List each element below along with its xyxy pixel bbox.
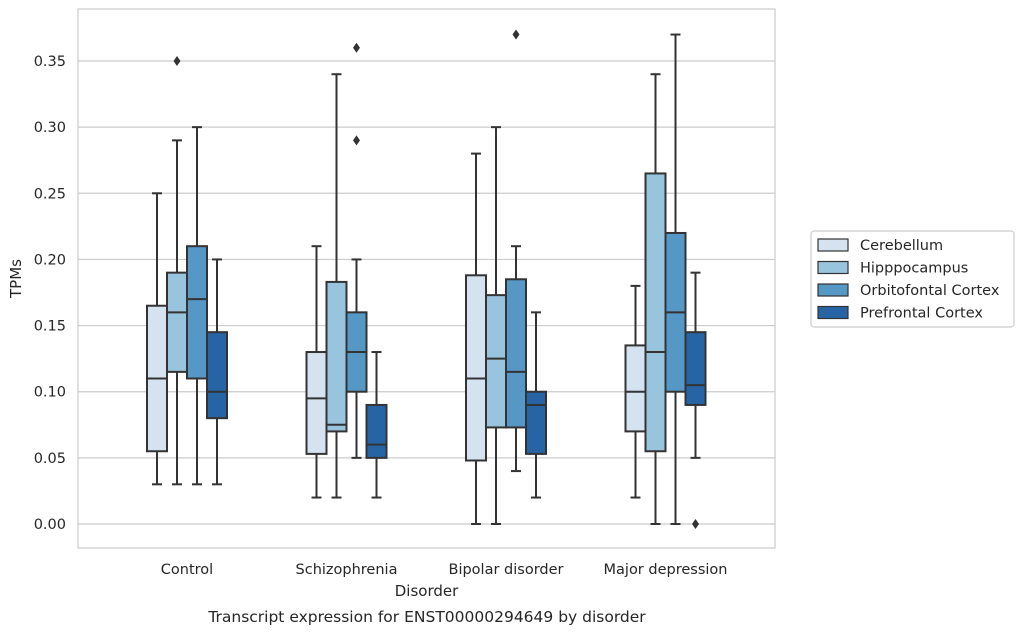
box-1-0	[305, 245, 328, 499]
y-tick-label: 0.20	[34, 252, 66, 268]
y-tick-label: 0.05	[34, 451, 66, 467]
x-tick-label: Bipolar disorder	[449, 562, 564, 578]
iqr-box	[325, 280, 348, 433]
legend-item: Prefrontal Cortex	[817, 305, 983, 322]
legend-swatch	[817, 260, 849, 275]
legend-swatch	[817, 238, 849, 252]
x-axis-label: Disorder	[395, 582, 459, 600]
y-tick-label: 0.10	[34, 385, 66, 401]
outlier-point	[692, 519, 699, 529]
iqr-box	[684, 331, 707, 406]
box-1-2	[345, 42, 368, 459]
box-2-2	[505, 29, 527, 473]
legend-label: Prefrontal Cortex	[860, 306, 983, 322]
legend-swatch	[817, 305, 849, 320]
outlier-point	[353, 42, 360, 53]
iqr-box	[624, 344, 647, 433]
y-tick-label: 0.15	[34, 319, 66, 335]
iqr-box	[465, 274, 487, 462]
box-1-3	[365, 351, 388, 499]
box-2-1	[485, 126, 507, 525]
legend-item: Orbitofontal Cortex	[817, 283, 1000, 299]
box-0-3	[206, 258, 228, 486]
legend-frame	[810, 230, 1015, 328]
iqr-box	[644, 172, 667, 453]
x-axis-ticks: Control Schizophrenia Bipolar disorder Majo…	[161, 562, 728, 578]
legend: Cerebellum Hipppocampus Orbitofontal Corte…	[810, 230, 1015, 328]
y-axis-label: TPMs	[7, 259, 25, 299]
y-tick-label: 0.00	[34, 517, 66, 533]
box-3-2	[664, 33, 687, 525]
iqr-box	[525, 390, 547, 455]
iqr-box	[505, 278, 527, 429]
y-tick-label: 0.25	[34, 186, 66, 202]
chart-caption: Transcript expression for ENST0000029464…	[207, 608, 646, 626]
box-2-3	[525, 311, 547, 499]
outlier-point	[353, 135, 360, 146]
iqr-box	[206, 331, 228, 420]
legend-item: Cerebellum	[817, 238, 943, 254]
box-2-0	[465, 152, 487, 525]
y-axis-ticks: 0.00 0.05 0.10 0.15 0.20 0.25 0.30 0.35	[34, 54, 66, 533]
x-tick-label: Major depression	[604, 562, 728, 578]
box-0-2	[186, 126, 208, 486]
iqr-box	[305, 351, 328, 455]
iqr-box	[166, 271, 188, 373]
iqr-box	[485, 294, 507, 429]
iqr-box	[365, 403, 388, 459]
plot-area-frame	[77, 8, 776, 549]
legend-label: Orbitofontal Cortex	[860, 283, 1000, 299]
legend-label: Hipppocampus	[860, 261, 968, 277]
x-tick-label: Schizophrenia	[296, 562, 398, 578]
box-0-1	[166, 56, 188, 486]
outlier-point	[173, 56, 181, 66]
legend-item: Hipppocampus	[817, 260, 968, 277]
box-3-1	[644, 73, 667, 525]
x-tick-label: Control	[161, 562, 213, 578]
box-0-0	[146, 192, 168, 486]
y-tick-label: 0.30	[34, 120, 66, 136]
box-3-0	[624, 284, 647, 499]
box-3-3	[684, 271, 707, 529]
box-1-1	[325, 73, 348, 499]
boxes	[146, 29, 707, 529]
outlier-point	[512, 29, 520, 40]
legend-label: Cerebellum	[860, 238, 943, 254]
iqr-box	[186, 245, 208, 380]
y-tick-label: 0.35	[34, 54, 66, 70]
legend-swatch	[817, 283, 849, 297]
